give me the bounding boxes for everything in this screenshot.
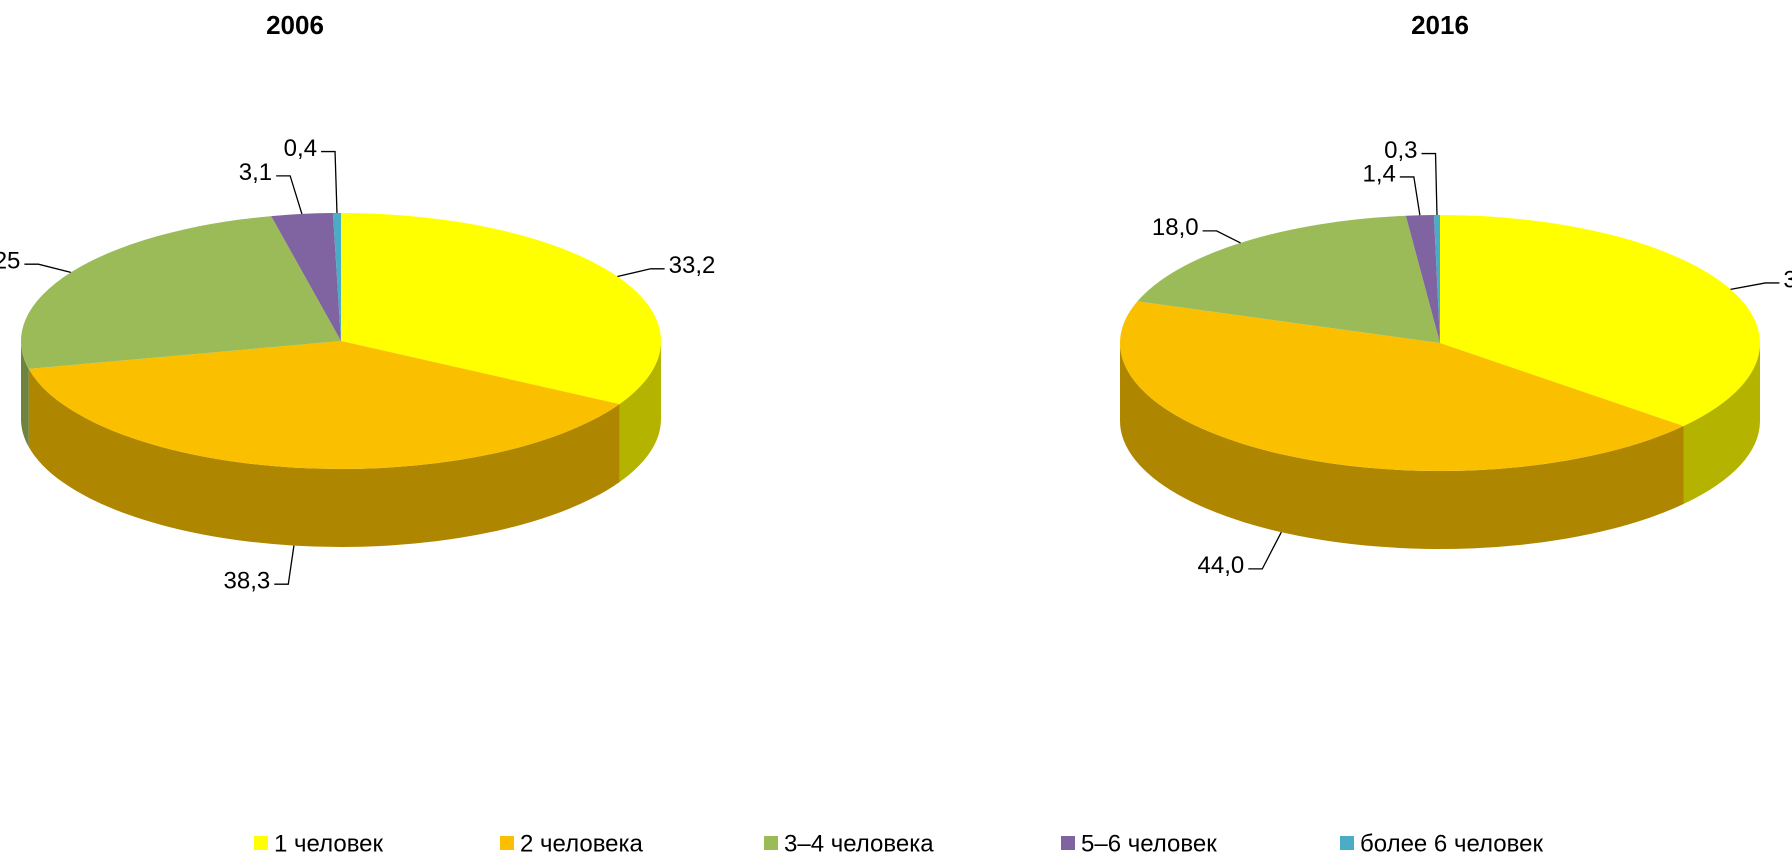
pie-side	[28, 368, 620, 547]
data-label: 44,0	[1198, 552, 1245, 579]
legend-label: 1 человек	[274, 830, 384, 857]
leader-line	[24, 263, 71, 274]
data-label: 38,3	[224, 568, 271, 595]
pie-slice	[1120, 301, 1684, 471]
leader-line	[1248, 531, 1282, 570]
pie-side	[1683, 343, 1760, 505]
leader-line	[274, 545, 295, 585]
leader-line	[1202, 230, 1241, 244]
data-label: 18,0	[1152, 214, 1199, 241]
leader-line	[1421, 152, 1438, 216]
legend-swatch	[254, 836, 268, 850]
data-label: 1,4	[1362, 160, 1395, 187]
pie-slice	[271, 213, 341, 341]
pie-slice	[28, 341, 620, 469]
legend-label: 3–4 человека	[784, 830, 934, 857]
pie-slice	[20, 216, 341, 369]
data-label: 33,2	[669, 252, 716, 279]
leader-line	[276, 175, 303, 215]
data-label: 0,3	[1384, 137, 1417, 164]
pie-slice	[341, 213, 662, 405]
legend-swatch	[764, 836, 778, 850]
leader-line	[321, 150, 338, 214]
data-label: 36,2	[1783, 266, 1792, 293]
legend-swatch	[1340, 836, 1354, 850]
pie-slice	[1137, 215, 1440, 343]
legend-swatch	[500, 836, 514, 850]
pie-slice	[1405, 215, 1440, 343]
leader-line	[1399, 176, 1421, 216]
legend-label: 5–6 человек	[1081, 830, 1217, 857]
pie-slice	[1433, 215, 1440, 343]
leader-line	[1730, 282, 1780, 291]
pie-side	[619, 341, 661, 483]
legend-label: более 6 человек	[1360, 830, 1543, 857]
pie-side	[21, 341, 29, 447]
legend-swatch	[1061, 836, 1075, 850]
pie-side	[1120, 343, 1684, 549]
legend-label: 2 человека	[520, 830, 644, 857]
leader-line	[617, 268, 665, 278]
chart-title: 2016	[1411, 10, 1469, 40]
data-label: 3,1	[239, 159, 272, 186]
chart-title: 2006	[266, 10, 324, 40]
data-label: 25	[0, 248, 20, 275]
pie-slice	[332, 213, 341, 341]
data-label: 0,4	[284, 135, 317, 162]
pie-slice	[1440, 215, 1761, 427]
